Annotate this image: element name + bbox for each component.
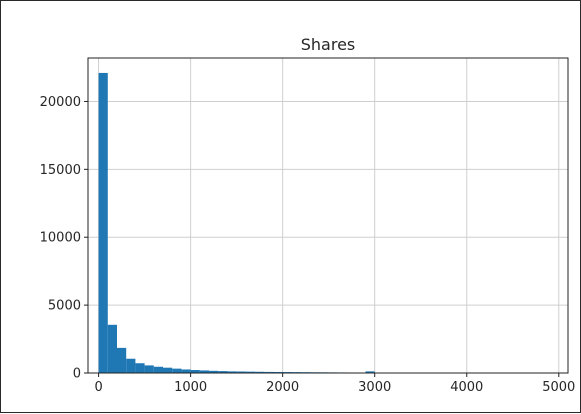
plot-area-border: [88, 58, 568, 373]
histogram-bar: [99, 73, 108, 373]
grid-lines: [88, 58, 568, 373]
x-tick-label: 1000: [174, 380, 207, 395]
histogram-bar: [181, 369, 190, 373]
x-tick-label: 2000: [266, 380, 299, 395]
histogram-bar: [163, 368, 172, 373]
y-tick-label: 20000: [40, 95, 81, 110]
histogram-bar: [145, 365, 154, 373]
x-tick-label: 5000: [542, 380, 575, 395]
y-tick-label: 0: [73, 367, 81, 382]
histogram-bar: [108, 325, 117, 373]
y-tick-label: 15000: [40, 163, 81, 178]
histogram-bar: [172, 369, 181, 373]
histogram-bar: [126, 359, 135, 373]
x-tick-label: 3000: [358, 380, 391, 395]
y-tick-label: 5000: [48, 299, 81, 314]
chart-title: Shares: [301, 35, 356, 54]
y-tick-label: 10000: [40, 231, 81, 246]
histogram-bar: [154, 367, 163, 373]
x-tick-label: 4000: [450, 380, 483, 395]
histogram-bars: [99, 73, 375, 373]
x-tick-label: 0: [94, 380, 102, 395]
histogram-bar: [135, 363, 144, 373]
histogram-bar: [117, 348, 126, 373]
